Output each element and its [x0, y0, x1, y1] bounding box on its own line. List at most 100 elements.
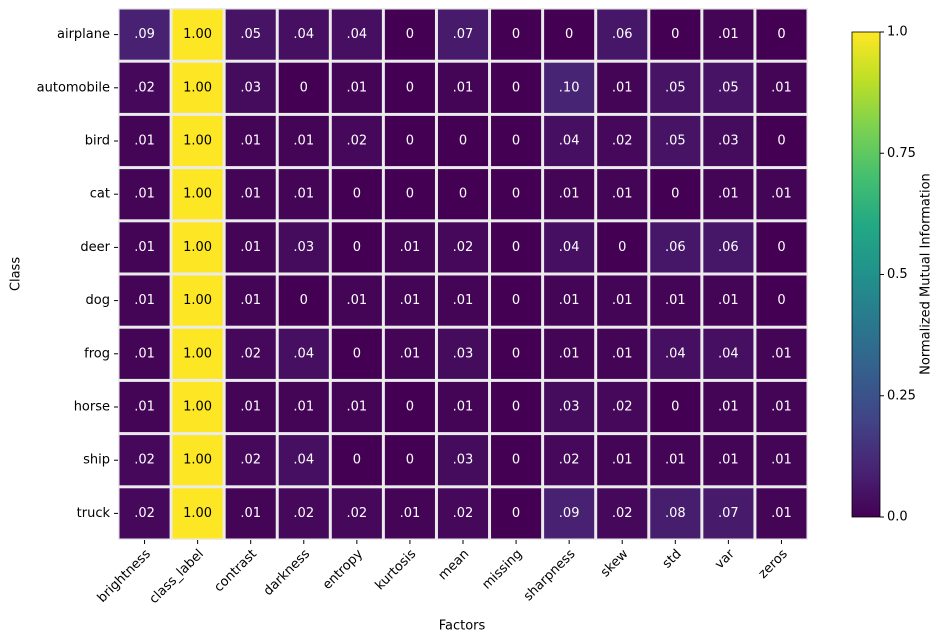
- heatmap-cell: [544, 169, 595, 220]
- heatmap-cell: [650, 328, 701, 379]
- cell-label: .01: [134, 346, 155, 361]
- cell-label: .02: [453, 506, 474, 521]
- cell-label: .01: [240, 240, 261, 255]
- cell-label: 0: [353, 187, 361, 202]
- cell-label: .02: [612, 506, 633, 521]
- cell-label: .01: [453, 80, 474, 95]
- cell-label: .01: [453, 293, 474, 308]
- heatmap-cell: [278, 115, 329, 167]
- cell-label: 0: [512, 80, 520, 95]
- heatmap-cell: [384, 275, 435, 326]
- heatmap-cell: [172, 381, 223, 433]
- cell-label: 0: [671, 187, 679, 202]
- heatmap-cell: [491, 488, 542, 539]
- cell-label: 0: [512, 187, 520, 202]
- x-tick-label: kurtosis: [373, 547, 420, 594]
- x-tick-label: var: [712, 546, 738, 572]
- cell-label: .03: [293, 240, 314, 255]
- cell-label: 1.00: [183, 453, 212, 468]
- heatmap-cell: [119, 169, 170, 220]
- cell-label: .01: [559, 293, 580, 308]
- y-tick-label: bird: [85, 134, 110, 149]
- cell-label: .01: [347, 400, 368, 415]
- heatmap-cell: [331, 169, 382, 220]
- cell-label: .02: [347, 506, 368, 521]
- heatmap-cell: [119, 488, 170, 539]
- cell-label: 1.00: [183, 506, 212, 521]
- heatmap-cell: [278, 435, 329, 486]
- heatmap-cell: [597, 62, 648, 113]
- heatmap-cell: [384, 435, 435, 486]
- y-tick-label: airplane: [57, 27, 110, 42]
- cell-label: .01: [347, 293, 368, 308]
- heatmap-cell: [437, 435, 489, 486]
- cell-label: 0: [512, 293, 520, 308]
- heatmap-cell: [437, 115, 489, 167]
- cell-label: .01: [240, 400, 261, 415]
- x-tick-label: skew: [598, 546, 632, 580]
- cell-label: .07: [718, 506, 739, 521]
- cell-label: .01: [665, 293, 686, 308]
- cell-label: 1.00: [183, 134, 212, 149]
- heatmap-cell: [225, 435, 276, 486]
- x-tick-label: std: [660, 547, 685, 572]
- cell-label: 1.00: [183, 80, 212, 95]
- cell-label: .01: [240, 293, 261, 308]
- cell-label: .01: [293, 187, 314, 202]
- heatmap-cell: [491, 275, 542, 326]
- heatmap-cell: [756, 328, 807, 379]
- heatmap-cell: [650, 9, 701, 60]
- heatmap-cell: [703, 435, 754, 486]
- heatmap-cell: [437, 222, 489, 273]
- heatmap-cell: [703, 328, 754, 379]
- heatmap-cell: [119, 275, 170, 326]
- cell-label: .02: [134, 453, 155, 468]
- y-tick-label: automobile: [37, 80, 110, 95]
- colorbar-label: Normalized Mutual Information: [919, 173, 934, 375]
- cell-label: 0: [300, 80, 308, 95]
- cell-label: 0: [512, 453, 520, 468]
- cell-label: .10: [559, 80, 580, 95]
- cell-label: .04: [293, 27, 314, 42]
- heatmap-cell: [384, 328, 435, 379]
- cell-label: 0: [406, 187, 414, 202]
- heatmap-cell: [703, 62, 754, 113]
- cell-label: .01: [400, 293, 421, 308]
- cell-label: .05: [240, 27, 261, 42]
- cell-label: .04: [347, 27, 368, 42]
- heatmap-cell: [544, 222, 595, 273]
- x-tick-label: missing: [479, 547, 525, 593]
- cell-label: .02: [240, 453, 261, 468]
- cell-label: 0: [618, 240, 626, 255]
- cell-label: .04: [293, 453, 314, 468]
- heatmap-cell: [119, 9, 170, 60]
- heatmap-cell: [437, 328, 489, 379]
- cell-label: .02: [347, 134, 368, 149]
- cell-label: .01: [240, 506, 261, 521]
- cell-label: 1.00: [183, 400, 212, 415]
- y-tick-label: horse: [74, 400, 110, 415]
- cell-label: .04: [718, 346, 739, 361]
- cell-label: 0: [777, 240, 785, 255]
- cell-label: 0: [512, 27, 520, 42]
- x-tick-label: sharpness: [521, 547, 579, 605]
- cell-label: .07: [453, 27, 474, 42]
- cell-label: .06: [665, 240, 686, 255]
- cell-label: .01: [771, 506, 792, 521]
- cell-label: .02: [612, 400, 633, 415]
- colorbar-tick-label: 1.0: [887, 25, 908, 40]
- heatmap-cell: [756, 169, 807, 220]
- heatmap-cell: [172, 115, 223, 167]
- cell-label: 0: [512, 400, 520, 415]
- cell-label: .01: [718, 27, 739, 42]
- x-tick-label: class_label: [147, 547, 207, 607]
- heatmap-cell: [331, 435, 382, 486]
- heatmap-cell: [384, 9, 435, 60]
- cell-label: .02: [240, 346, 261, 361]
- cell-label: .01: [612, 293, 633, 308]
- cell-label: .01: [559, 187, 580, 202]
- cell-label: 1.00: [183, 27, 212, 42]
- heatmap-cell: [491, 381, 542, 433]
- heatmap-cell: [756, 115, 807, 167]
- heatmap-cell: [331, 9, 382, 60]
